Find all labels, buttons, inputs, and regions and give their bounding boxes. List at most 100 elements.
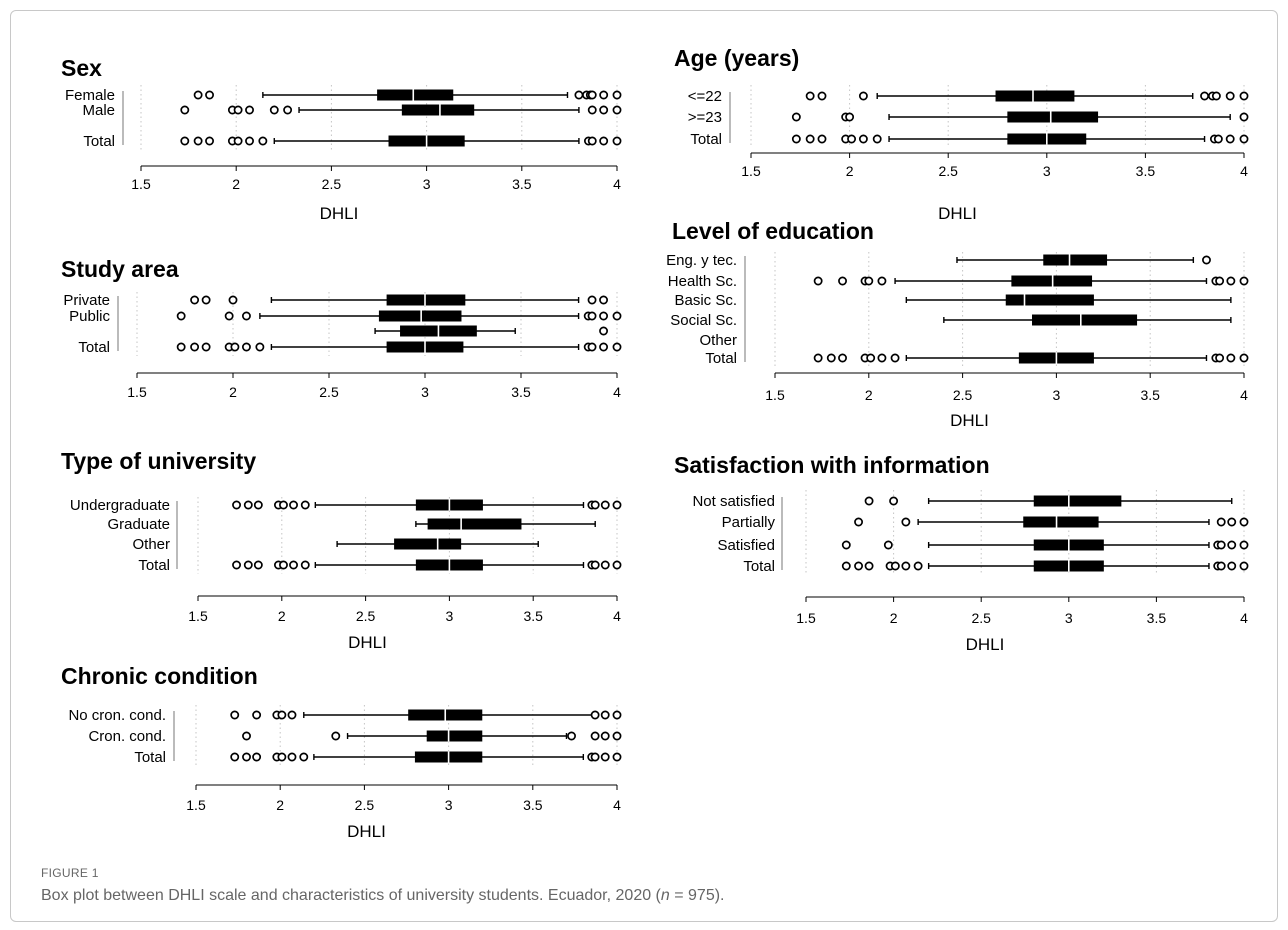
outlier-point — [252, 710, 262, 720]
outlier-point — [1227, 540, 1237, 550]
outlier-point — [872, 134, 882, 144]
x-tick-label: 2 — [232, 176, 240, 192]
figure-frame — [10, 10, 1278, 922]
outlier-point — [279, 500, 288, 510]
x-tick-label: 3.5 — [511, 384, 531, 400]
panel-title: Level of education — [672, 218, 874, 244]
iqr-box — [1023, 516, 1099, 528]
outlier-point — [1202, 255, 1211, 265]
caption-main: Box plot between DHLI scale and characte… — [41, 887, 661, 904]
outlier-point — [190, 342, 200, 352]
outlier-point — [1239, 561, 1249, 571]
outlier-point — [224, 311, 234, 321]
category-label: Female — [65, 87, 115, 104]
outlier-point — [1239, 540, 1249, 550]
category-label: Total — [78, 339, 110, 356]
category-label: Health Sc. — [668, 273, 737, 290]
x-tick-label: 3.5 — [523, 797, 543, 813]
x-tick-label: 3.5 — [1147, 610, 1167, 626]
outlier-point — [193, 136, 203, 146]
outlier-point — [1239, 134, 1249, 144]
outlier-point — [180, 136, 190, 146]
outlier-point — [590, 560, 600, 570]
iqr-box — [401, 104, 475, 116]
category-label: Total — [138, 557, 170, 574]
outlier-point — [858, 134, 868, 144]
outlier-point — [612, 731, 622, 741]
outlier-point — [826, 353, 836, 363]
outlier-point — [258, 136, 268, 146]
outlier-point — [866, 353, 876, 363]
x-tick-label: 4 — [613, 797, 621, 813]
x-axis-label: DHLI — [348, 633, 387, 652]
outlier-point — [287, 752, 297, 762]
x-tick-label: 1.5 — [131, 176, 151, 192]
caption-n: n — [660, 887, 670, 904]
outlier-point — [279, 560, 288, 570]
outlier-point — [805, 134, 815, 144]
figure-caption: Box plot between DHLI scale and characte… — [41, 887, 725, 905]
x-axis-label: DHLI — [966, 635, 1005, 654]
x-tick-label: 4 — [613, 384, 621, 400]
category-label: Private — [63, 292, 110, 309]
x-tick-label: 4 — [613, 608, 621, 624]
chart-panel-5: Age (years) <=22 >=23 Total 1.5 2 2.5 3 3.5 4 DHLI — [674, 45, 1249, 223]
outlier-point — [1211, 91, 1221, 101]
iqr-box — [394, 538, 462, 550]
outlier-point — [574, 90, 584, 100]
outlier-point — [228, 295, 238, 305]
category-label: Total — [743, 558, 775, 575]
x-tick-label: 4 — [613, 176, 621, 192]
outlier-point — [242, 752, 251, 762]
outlier-point — [1239, 112, 1249, 122]
panel-title: Type of university — [61, 448, 256, 474]
outlier-point — [253, 500, 263, 510]
panel-title: Study area — [61, 256, 179, 282]
category-label: Male — [82, 102, 115, 119]
outlier-point — [612, 752, 622, 762]
outlier-point — [252, 752, 262, 762]
x-tick-label: 2.5 — [319, 384, 339, 400]
outlier-point — [600, 752, 610, 762]
outlier-point — [883, 540, 893, 550]
iqr-box — [1011, 275, 1093, 287]
figure-label: FIGURE 1 — [41, 866, 99, 880]
caption-tail: = 975). — [669, 887, 725, 904]
category-label: Total — [705, 350, 737, 367]
x-tick-label: 1.5 — [741, 163, 761, 179]
panel-title: Sex — [61, 55, 102, 81]
iqr-box — [1043, 254, 1108, 266]
x-tick-label: 1.5 — [186, 797, 206, 813]
iqr-box — [1005, 294, 1094, 306]
outlier-point — [201, 342, 211, 352]
outlier-point — [612, 710, 622, 720]
category-label: No cron. cond. — [68, 707, 166, 724]
outlier-point — [205, 90, 214, 100]
outlier-point — [243, 560, 253, 570]
outlier-point — [913, 561, 923, 571]
category-label: Public — [69, 308, 110, 325]
outlier-point — [232, 560, 241, 570]
outlier-point — [847, 134, 857, 144]
x-tick-label: 2 — [890, 610, 898, 626]
outlier-point — [599, 295, 609, 305]
outlier-point — [600, 710, 610, 720]
outlier-point — [599, 90, 609, 100]
outlier-point — [300, 500, 310, 510]
iqr-box — [1007, 111, 1099, 123]
iqr-box — [1032, 314, 1138, 326]
outlier-point — [838, 276, 847, 286]
outlier-point — [230, 752, 240, 762]
x-tick-label: 2 — [278, 608, 286, 624]
outlier-point — [841, 540, 851, 550]
outlier-point — [791, 112, 801, 122]
x-tick-label: 3.5 — [1140, 387, 1160, 403]
outlier-point — [858, 91, 868, 101]
x-tick-label: 2.5 — [971, 610, 991, 626]
outlier-point — [841, 561, 851, 571]
x-tick-label: 3 — [1053, 387, 1061, 403]
outlier-point — [255, 342, 265, 352]
outlier-point — [180, 105, 190, 115]
outlier-point — [612, 105, 622, 115]
x-tick-label: 3 — [423, 176, 431, 192]
